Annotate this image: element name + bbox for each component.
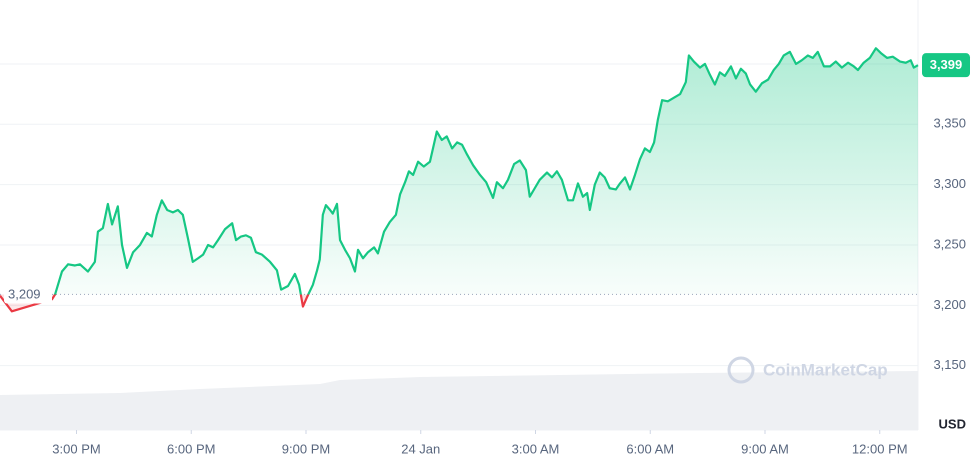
- x-tick-label: 6:00 AM: [626, 441, 674, 456]
- x-tick-label: 9:00 PM: [282, 441, 330, 456]
- currency-label: USD: [939, 416, 966, 431]
- x-tick-label: 3:00 PM: [52, 441, 100, 456]
- last-price-label: 3,399: [930, 57, 963, 72]
- watermark-logo: [727, 356, 755, 384]
- x-tick-label: 3:00 AM: [512, 441, 560, 456]
- x-tick-label: 6:00 PM: [167, 441, 215, 456]
- volume-area: [0, 371, 918, 430]
- y-tick-label: 3,350: [933, 116, 966, 131]
- y-tick-label: 3,300: [933, 176, 966, 191]
- plot: 3,209: [0, 47, 919, 313]
- y-tick-label: 3,150: [933, 357, 966, 372]
- price-area: [0, 48, 918, 312]
- y-tick-label: 3,200: [933, 297, 966, 312]
- reference-label-box: [4, 284, 52, 304]
- x-tick-label: 12:00 PM: [852, 441, 908, 456]
- watermark: CoinMarketCap: [727, 356, 888, 384]
- x-tick-label: 24 Jan: [401, 441, 440, 456]
- last-price-box: [922, 53, 970, 78]
- x-tick-label: 9:00 AM: [741, 441, 789, 456]
- reference-label: 3,209: [8, 286, 41, 301]
- y-tick-label: 3,250: [933, 236, 966, 251]
- price-line: [0, 47, 919, 313]
- watermark-text: CoinMarketCap: [763, 360, 888, 379]
